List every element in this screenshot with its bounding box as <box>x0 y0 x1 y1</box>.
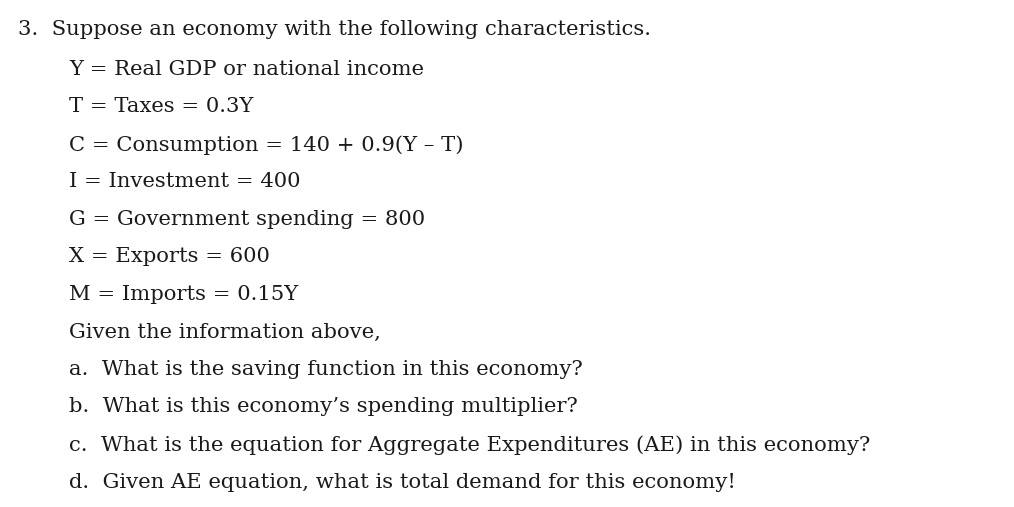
Text: Given the information above,: Given the information above, <box>69 322 381 341</box>
Text: C = Consumption = 140 + 0.9(Y – T): C = Consumption = 140 + 0.9(Y – T) <box>69 135 463 155</box>
Text: G = Government spending = 800: G = Government spending = 800 <box>69 210 425 229</box>
Text: Y = Real GDP or national income: Y = Real GDP or national income <box>69 60 424 79</box>
Text: c.  What is the equation for Aggregate Expenditures (AE) in this economy?: c. What is the equation for Aggregate Ex… <box>69 435 870 455</box>
Text: b.  What is this economy’s spending multiplier?: b. What is this economy’s spending multi… <box>69 397 578 416</box>
Text: T = Taxes = 0.3Y: T = Taxes = 0.3Y <box>69 97 254 116</box>
Text: a.  What is the saving function in this economy?: a. What is the saving function in this e… <box>69 360 583 379</box>
Text: 3.  Suppose an economy with the following characteristics.: 3. Suppose an economy with the following… <box>18 20 651 39</box>
Text: d.  Given AE equation, what is total demand for this economy!: d. Given AE equation, what is total dema… <box>69 473 736 491</box>
Text: I = Investment = 400: I = Investment = 400 <box>69 172 300 191</box>
Text: M = Imports = 0.15Y: M = Imports = 0.15Y <box>69 285 298 304</box>
Text: X = Exports = 600: X = Exports = 600 <box>69 247 270 266</box>
